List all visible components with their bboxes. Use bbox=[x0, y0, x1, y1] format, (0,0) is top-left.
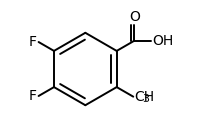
Text: OH: OH bbox=[152, 34, 173, 48]
Text: 3: 3 bbox=[142, 94, 149, 104]
Text: O: O bbox=[129, 10, 140, 24]
Text: CH: CH bbox=[135, 90, 155, 104]
Text: F: F bbox=[29, 89, 37, 103]
Text: F: F bbox=[29, 35, 37, 49]
